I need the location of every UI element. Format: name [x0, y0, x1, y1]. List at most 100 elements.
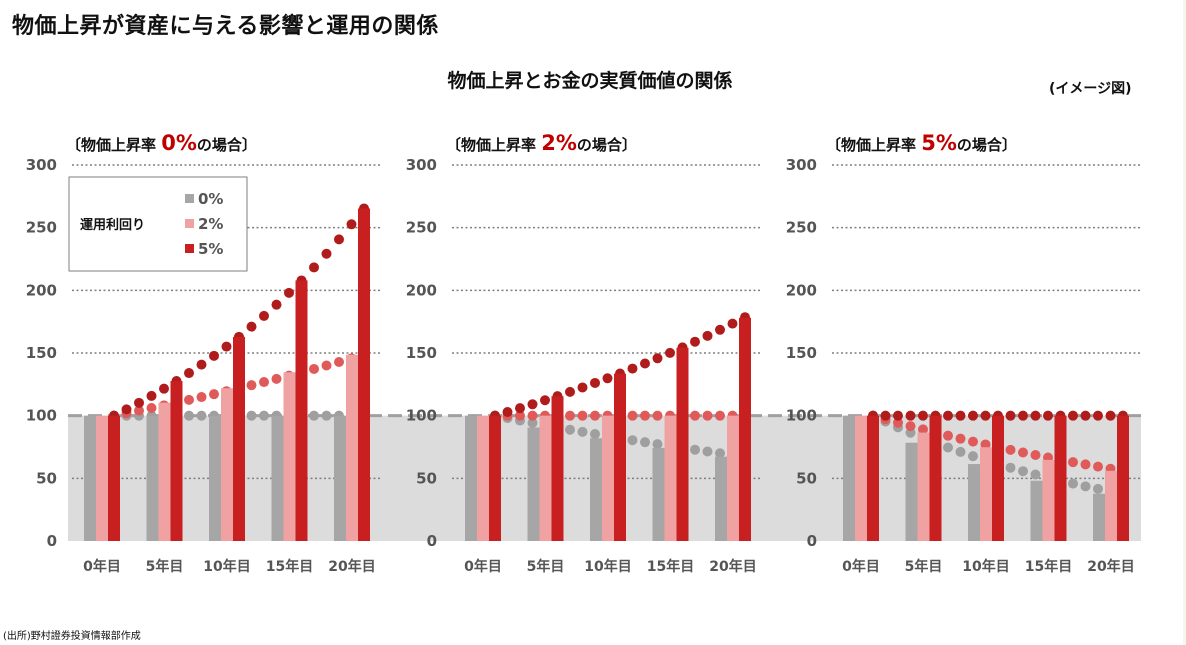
annual-dot-5% [502, 406, 513, 417]
annual-dot-5% [1043, 410, 1053, 421]
page-edge [1183, 0, 1186, 645]
x-tick-label: 0年目 [842, 558, 880, 575]
annual-dot-5% [715, 324, 725, 335]
annual-dot-0% [1005, 462, 1016, 473]
annual-dot-5% [321, 248, 332, 259]
bar-0% [271, 415, 284, 541]
legend-label: 5% [198, 240, 223, 258]
y-tick-label: 200 [406, 281, 437, 299]
annual-dot-5% [652, 353, 663, 364]
annual-dot-5% [1105, 410, 1116, 421]
panel-title-rate: 5% [921, 131, 957, 155]
bar-2% [1105, 470, 1117, 541]
y-tick-label: 300 [786, 156, 817, 174]
y-tick-label: 250 [786, 219, 817, 237]
x-tick-label: 10年目 [203, 558, 250, 575]
annual-dot-2% [590, 410, 600, 421]
annual-dot-5% [184, 368, 194, 379]
bar-5% [170, 381, 183, 541]
annual-dot-5% [918, 410, 928, 421]
annual-dot-0% [1068, 478, 1078, 489]
legend-title: 運用利回り [80, 217, 145, 233]
annual-dot-2% [980, 439, 991, 450]
annual-dot-2% [1093, 461, 1103, 472]
panel-title: 〔物価上昇率 5%の場合〕 [826, 131, 1017, 155]
bar-5% [295, 280, 308, 541]
legend-label: 2% [198, 215, 223, 233]
annual-dot-5% [334, 234, 344, 245]
bar-0% [84, 415, 96, 541]
legend-swatch [185, 219, 194, 228]
annual-dot-5% [309, 262, 319, 273]
annual-dot-0% [246, 410, 257, 421]
bar-5% [739, 317, 751, 541]
annual-dot-2% [918, 424, 928, 435]
annual-dot-0% [590, 429, 600, 440]
x-tick-label: 20年目 [1087, 558, 1134, 575]
annual-dot-0% [627, 435, 638, 446]
bar-2% [158, 402, 171, 541]
x-tick-label: 15年目 [647, 558, 694, 575]
chart-panel: 〔物価上昇率 5%の場合〕 0 50 100 150 200 250 300 0年目 5年目 10年… [786, 131, 1140, 575]
annual-dot-2% [905, 421, 916, 432]
annual-dot-5% [527, 399, 538, 410]
annual-dot-0% [184, 410, 194, 421]
annual-dot-5% [1030, 410, 1041, 421]
annual-dot-0% [1093, 483, 1103, 494]
bar-2% [477, 415, 489, 541]
legend-box [68, 176, 248, 272]
annual-dot-5% [702, 330, 713, 341]
bar-5% [233, 336, 245, 541]
annual-dot-5% [346, 219, 357, 230]
annual-dot-0% [1080, 481, 1091, 492]
annual-dot-5% [727, 318, 738, 329]
annual-dot-0% [702, 446, 713, 457]
y-tick-label: 250 [406, 219, 437, 237]
annual-dot-5% [1068, 410, 1078, 421]
annual-dot-0% [943, 442, 953, 453]
panel-title-suffix: の場合〕 [957, 136, 1017, 154]
panel-title: 〔物価上昇率 0%の場合〕 [66, 131, 257, 155]
annual-dot-2% [209, 389, 219, 400]
bar-0% [1030, 480, 1043, 541]
annual-dot-5% [602, 373, 613, 384]
annual-dot-5% [943, 410, 953, 421]
annual-dot-2% [246, 380, 257, 391]
annual-dot-2% [652, 410, 663, 421]
annual-dot-5% [196, 359, 207, 370]
panel-title: 〔物価上昇率 2%の場合〕 [446, 131, 637, 155]
bar-2% [855, 415, 867, 541]
bar-5% [108, 415, 120, 541]
bar-5% [929, 415, 942, 541]
annual-dot-2% [690, 410, 700, 421]
main-title: 物価上昇が資産に与える影響と運用の関係 [12, 14, 439, 39]
annual-dot-5% [627, 363, 638, 374]
annual-dot-2% [565, 410, 575, 421]
panel-title-suffix: の場合〕 [197, 136, 257, 154]
annual-dot-2% [196, 392, 207, 403]
annual-dot-2% [309, 363, 319, 374]
legend: 運用利回り 0% 2% 5% [68, 176, 248, 272]
annual-dot-2% [515, 410, 525, 421]
x-tick-label: 0年目 [83, 558, 121, 575]
bar-0% [1093, 493, 1105, 541]
y-tick-label: 100 [26, 407, 57, 425]
annual-dot-0% [309, 410, 319, 421]
annual-dot-2% [1030, 450, 1041, 461]
annual-dot-0% [968, 451, 978, 462]
y-tick-label: 0 [807, 532, 817, 550]
annual-dot-5% [577, 382, 588, 393]
y-tick-label: 150 [26, 344, 57, 362]
bar-5% [867, 415, 879, 541]
bar-0% [209, 415, 221, 541]
annual-dot-5% [565, 386, 575, 397]
annual-dot-2% [968, 436, 978, 447]
annual-dot-5% [968, 410, 978, 421]
chart-panel: 〔物価上昇率 2%の場合〕 0 50 100 150 200 250 300 0年目 5年目 10年… [406, 131, 760, 575]
bar-2% [346, 354, 358, 541]
annual-dot-2% [184, 394, 194, 405]
bar-2% [602, 415, 614, 541]
bar-5% [992, 415, 1004, 541]
annual-dot-5% [980, 410, 991, 421]
